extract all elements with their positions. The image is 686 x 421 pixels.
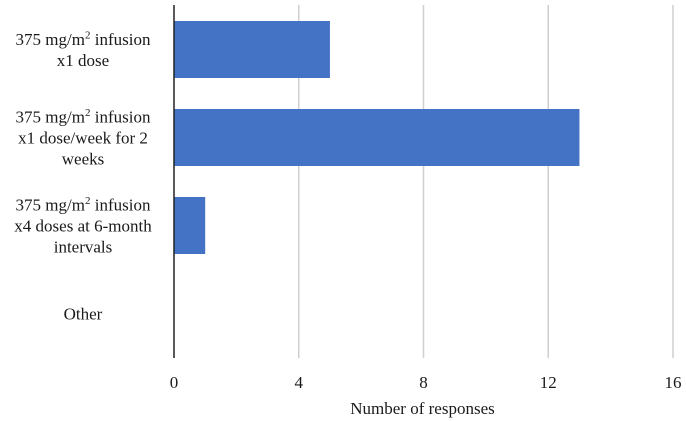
superscript: 2 [84, 28, 91, 41]
x-tick-label: 0 [170, 373, 179, 392]
category-label-line: intervals [53, 237, 113, 256]
category-label: 375 mg/m2 infusion x4 doses at 6-month int… [0, 194, 166, 257]
x-tick-label: 4 [295, 373, 304, 392]
category-label-line: x1 dose [56, 50, 110, 70]
bar [174, 197, 206, 254]
x-tick-label: 12 [540, 373, 557, 392]
superscript: 2 [84, 194, 91, 207]
category-label-line: 375 mg/m2 infusion [15, 28, 151, 49]
x-tick-labels: 0 4 8 12 16 [170, 373, 682, 392]
x-tick-label: 8 [419, 373, 428, 392]
category-label-line: 375 mg/m2 infusion [15, 106, 151, 126]
category-label-line: x1 dose/week for 2 [18, 128, 148, 147]
bars [174, 21, 580, 254]
bar [174, 109, 580, 166]
category-label: 375 mg/m2 infusion x1 dose/week for 2 week… [0, 106, 166, 169]
category-label-line: x4 doses at 6-month [14, 216, 152, 235]
x-axis-title: Number of responses [350, 399, 494, 418]
category-label: Other [0, 303, 166, 324]
category-label-line: weeks [61, 149, 105, 168]
x-tick-label: 16 [665, 373, 682, 392]
superscript: 2 [84, 106, 91, 119]
bar [174, 21, 330, 78]
category-label-line: Other [63, 304, 103, 323]
category-label: 375 mg/m2 infusion x1 dose [0, 29, 166, 71]
grid-lines [298, 5, 674, 358]
category-label-line: 375 mg/m2 infusion [15, 194, 151, 214]
